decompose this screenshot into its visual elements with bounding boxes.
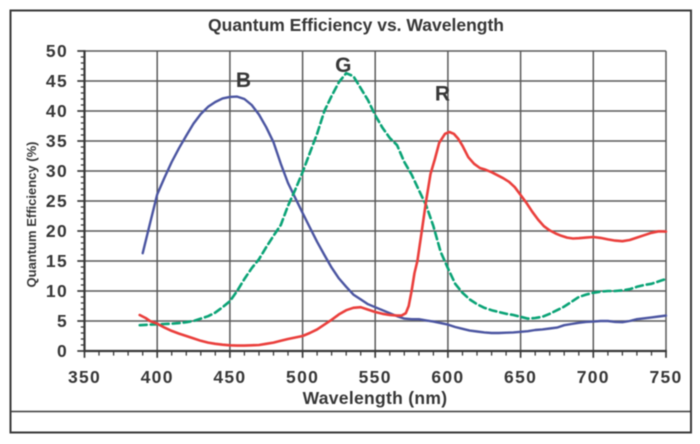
svg-text:600: 600 (431, 367, 464, 387)
svg-text:700: 700 (577, 367, 610, 387)
svg-text:35: 35 (46, 131, 68, 151)
svg-text:5: 5 (57, 311, 68, 331)
svg-text:650: 650 (504, 367, 537, 387)
svg-text:R: R (435, 83, 450, 106)
svg-text:30: 30 (46, 161, 68, 181)
svg-text:40: 40 (46, 101, 68, 121)
svg-text:Quantum Efficiency (%): Quantum Efficiency (%) (24, 142, 39, 288)
svg-text:25: 25 (46, 191, 68, 211)
svg-text:750: 750 (649, 367, 682, 387)
svg-text:Quantum Efficiency vs. Wavelen: Quantum Efficiency vs. Wavelength (208, 15, 504, 35)
svg-text:450: 450 (213, 367, 246, 387)
svg-text:400: 400 (141, 367, 174, 387)
svg-text:550: 550 (359, 367, 392, 387)
svg-text:350: 350 (68, 367, 101, 387)
svg-text:10: 10 (46, 281, 68, 301)
svg-text:500: 500 (286, 367, 319, 387)
svg-text:Wavelength (nm): Wavelength (nm) (303, 388, 448, 408)
svg-text:G: G (335, 54, 351, 77)
svg-text:50: 50 (46, 41, 68, 61)
svg-text:20: 20 (46, 221, 68, 241)
svg-text:15: 15 (46, 251, 68, 271)
svg-text:0: 0 (57, 341, 68, 361)
svg-text:45: 45 (46, 71, 68, 91)
svg-text:B: B (236, 69, 251, 92)
